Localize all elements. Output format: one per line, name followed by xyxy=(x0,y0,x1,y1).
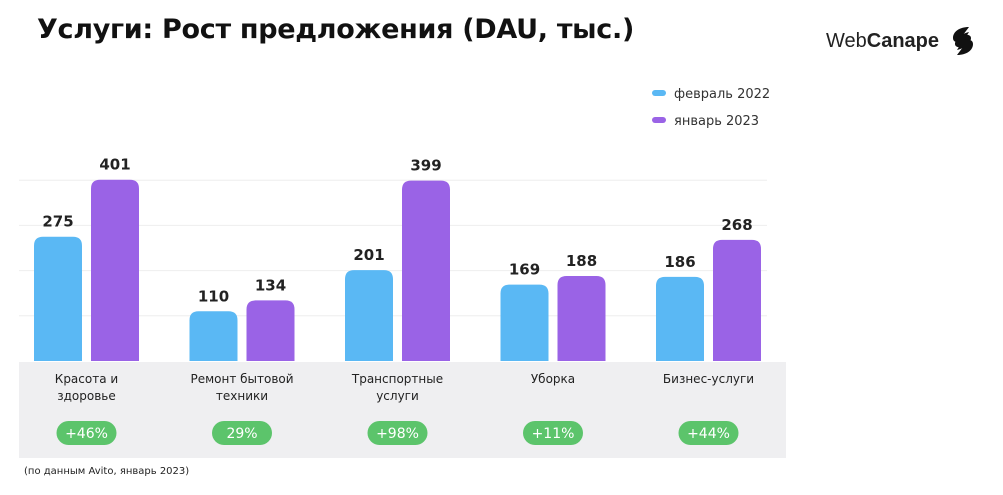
logo-text: WebCanape xyxy=(826,30,939,53)
category-label: Ремонт бытовой xyxy=(190,372,293,386)
page-title: Услуги: Рост предложения (DAU, тыс.) xyxy=(37,14,634,45)
category-label: услуги xyxy=(376,389,419,403)
chart-panel: февраль 2022 январь 2023 275 401 Красота и зд… xyxy=(19,74,786,458)
growth-badge xyxy=(678,421,739,445)
category-label: Бизнес-услуги xyxy=(663,372,754,386)
bar-value-label: 188 xyxy=(566,252,597,270)
bar-value-label: 169 xyxy=(509,261,540,279)
bar xyxy=(402,180,450,361)
bar-value-label: 110 xyxy=(198,287,229,305)
growth-badge-label: +98% xyxy=(376,426,419,442)
bar xyxy=(500,284,549,361)
growth-badge-label: 29% xyxy=(226,426,257,442)
category-label: Красота и xyxy=(55,372,118,386)
bar-value-label: 275 xyxy=(42,213,73,231)
bar xyxy=(91,179,139,361)
bar xyxy=(189,311,238,361)
growth-badge-label: +46% xyxy=(65,426,108,442)
legend-label: февраль 2022 xyxy=(674,87,770,102)
brand-logo: WebCanape xyxy=(826,24,979,58)
bar-value-label: 399 xyxy=(410,157,441,175)
logo-text-light: Web xyxy=(825,29,867,52)
bar xyxy=(557,276,606,361)
bar-value-label: 401 xyxy=(99,156,130,174)
growth-badge xyxy=(212,421,272,445)
category-label: Уборка xyxy=(531,372,575,386)
bar xyxy=(713,239,761,361)
bar xyxy=(345,270,393,361)
growth-badge xyxy=(523,421,583,445)
growth-badge-label: +44% xyxy=(687,426,730,442)
bar-value-label: 201 xyxy=(353,246,384,264)
legend-swatch xyxy=(652,117,666,123)
legend-label: январь 2023 xyxy=(674,114,759,129)
logo-mark-icon xyxy=(953,27,973,55)
logo-text-bold: Canape xyxy=(866,29,939,52)
category-label: техники xyxy=(216,389,268,403)
bar-value-label: 134 xyxy=(255,276,286,294)
growth-badge-label: +11% xyxy=(532,426,575,442)
growth-badge xyxy=(367,421,428,445)
bar-value-label: 186 xyxy=(664,253,695,271)
category-label: Транспортные xyxy=(351,372,443,386)
source-note: (по данным Avito, январь 2023) xyxy=(24,466,190,477)
category-label: здоровье xyxy=(57,389,116,403)
bar xyxy=(34,236,82,361)
bar xyxy=(656,276,704,361)
growth-badge xyxy=(56,421,117,445)
bar xyxy=(246,300,295,361)
bar-chart: февраль 2022 январь 2023 275 401 Красота и зд… xyxy=(19,87,770,445)
bar-value-label: 268 xyxy=(721,216,752,234)
legend-swatch xyxy=(652,90,666,96)
